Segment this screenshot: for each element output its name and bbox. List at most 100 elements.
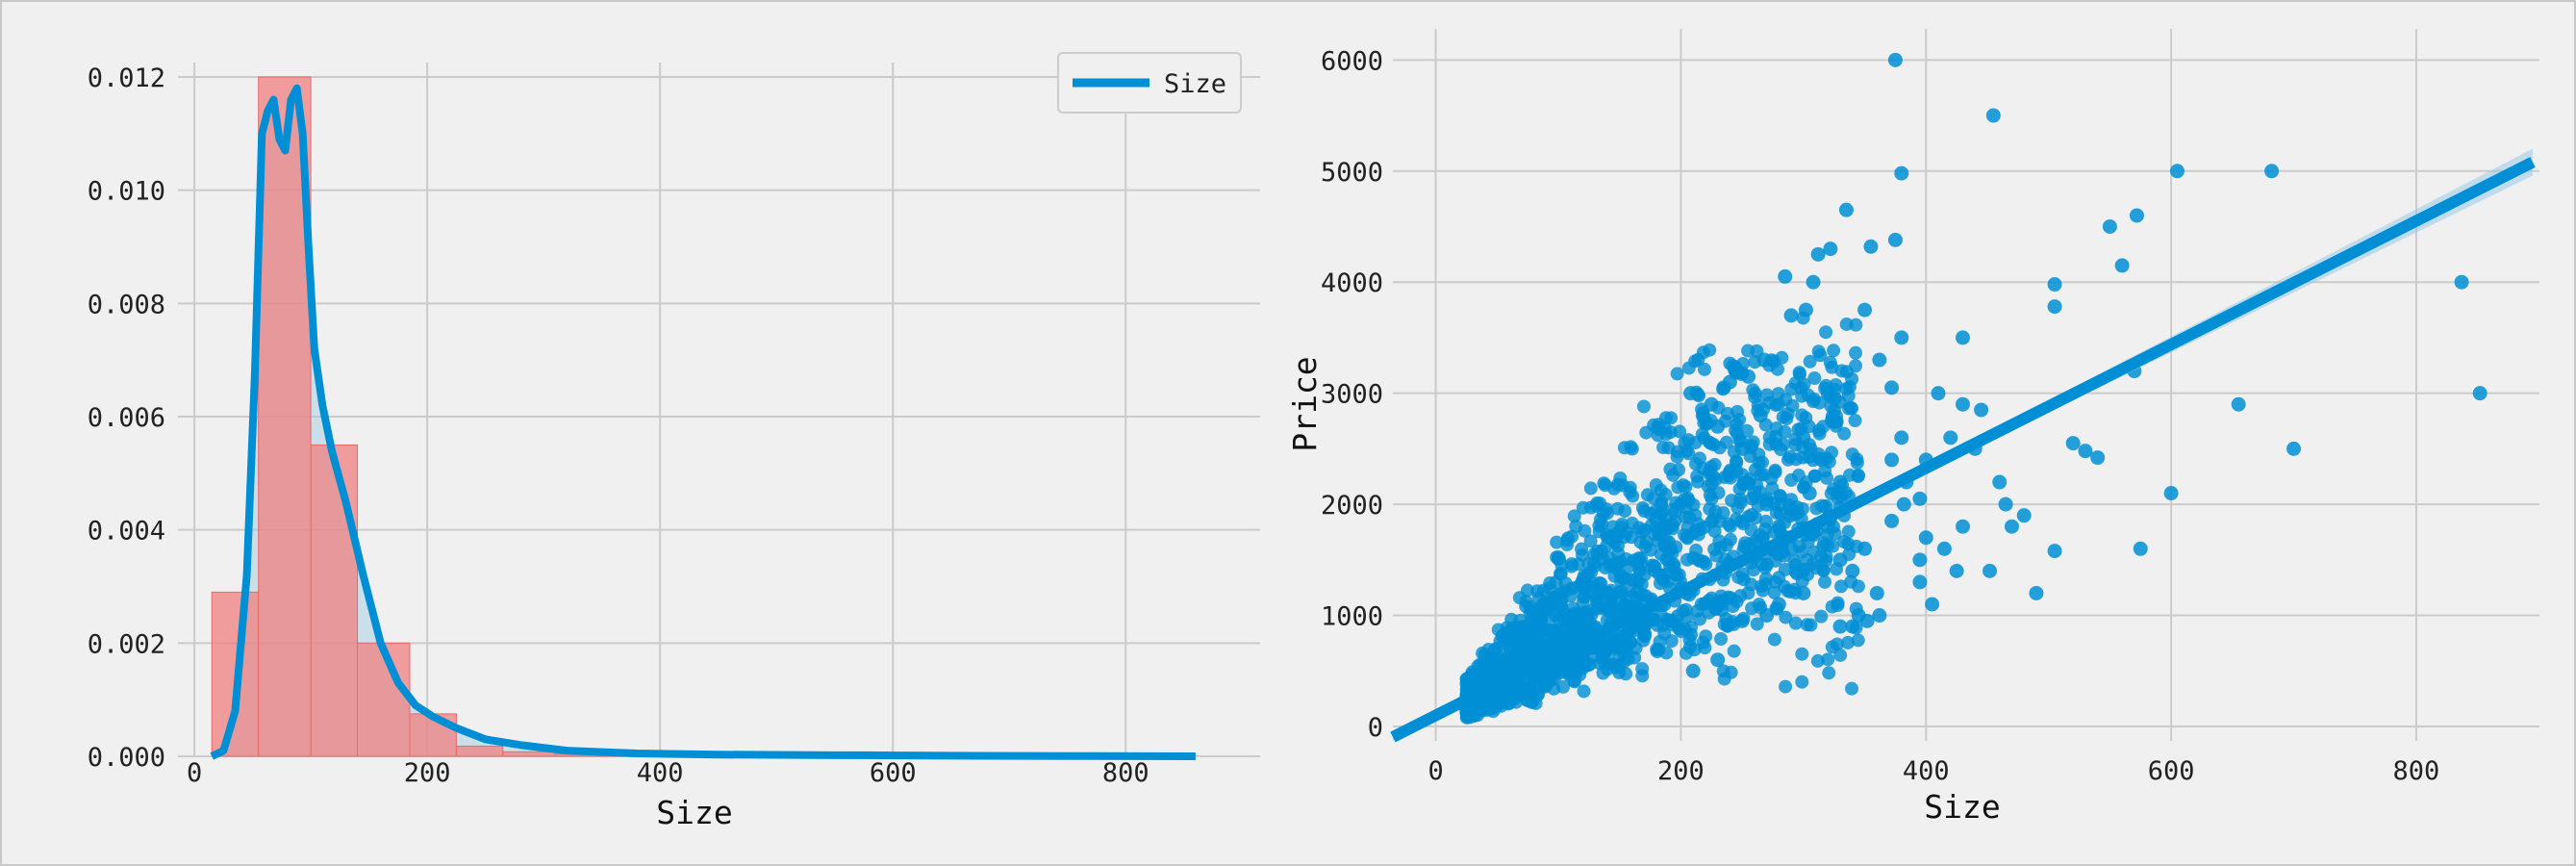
scatter-point: [1771, 519, 1786, 534]
scatter-point: [2169, 164, 2185, 179]
scatter-point: [1849, 345, 1863, 360]
scatter-point: [1759, 497, 1775, 512]
scatter-point: [1636, 399, 1651, 414]
scatter-point: [1596, 666, 1610, 680]
x-tick-label: 400: [637, 758, 684, 788]
scatter-point: [1575, 542, 1589, 556]
scatter-panel: 0 200 400 600 800 0100020003000400050006000 …: [1286, 29, 2539, 826]
scatter-point: [1567, 674, 1581, 688]
scatter-point: [1773, 488, 1787, 502]
y-tick-label: 5000: [1321, 158, 1383, 188]
histogram-bar: [357, 642, 411, 757]
scatter-point: [1936, 541, 1952, 556]
scatter-point: [1841, 635, 1856, 650]
scatter-point: [1863, 239, 1879, 254]
scatter-point: [1810, 246, 1826, 262]
scatter-point: [1638, 540, 1653, 554]
scatter-points: [1683, 52, 2488, 678]
scatter-point: [1711, 599, 1726, 613]
scatter-point: [1956, 330, 1970, 345]
scatter-x-tick-labels: 0 200 400 600 800: [1427, 756, 2439, 786]
x-tick-label: 0: [187, 758, 202, 788]
scatter-point: [1536, 583, 1551, 598]
scatter-point: [1814, 609, 1829, 624]
scatter-point: [1779, 610, 1793, 624]
scatter-point: [1992, 474, 2008, 490]
scatter-point: [1577, 684, 1591, 699]
scatter-point: [1819, 325, 1833, 340]
scatter-point: [1755, 583, 1770, 598]
scatter-point: [1688, 354, 1703, 369]
scatter-point: [1845, 563, 1860, 578]
scatter-point: [1734, 613, 1750, 628]
scatter-point: [1767, 585, 1781, 599]
scatter-point: [1787, 554, 1802, 569]
scatter-point: [1513, 649, 1528, 663]
scatter-point: [1794, 381, 1808, 395]
scatter-point: [2472, 386, 2488, 401]
scatter-point: [1729, 463, 1744, 478]
y-tick-label: 0.002: [88, 629, 165, 659]
y-tick-label: 4000: [1321, 268, 1383, 298]
scatter-point: [1691, 517, 1705, 531]
scatter-point: [1680, 520, 1695, 534]
scatter-point: [2133, 541, 2148, 556]
x-tick-label: 0: [1427, 756, 1443, 786]
scatter-point: [1550, 535, 1564, 549]
scatter-point: [1925, 597, 1940, 612]
scatter-point: [2004, 519, 2019, 534]
y-tick-label: 0.012: [88, 64, 165, 93]
scatter-point: [1623, 583, 1637, 598]
scatter-point: [1571, 557, 1585, 572]
scatter-point: [1778, 268, 1793, 284]
scatter-point: [1845, 681, 1859, 696]
scatter-point: [1838, 202, 1854, 217]
scatter-point: [1744, 508, 1758, 522]
scatter-point: [1735, 567, 1750, 581]
scatter-point: [1803, 354, 1817, 369]
scatter-point: [1652, 643, 1666, 657]
scatter-point: [1695, 427, 1709, 442]
scatter-point: [1771, 387, 1785, 401]
scatter-point: [1517, 633, 1531, 648]
scatter-point: [1822, 666, 1836, 680]
histogram-panel: 0 200 400 600 800 0.0000.0020.0040.0060.0080…: [88, 52, 1260, 831]
scatter-point: [1647, 418, 1661, 432]
scatter-point: [1912, 491, 1928, 506]
scatter-point: [1838, 485, 1853, 499]
scatter-point: [1727, 644, 1741, 658]
scatter-point: [1655, 571, 1670, 585]
scatter-point: [1583, 481, 1598, 496]
scatter-point: [1635, 500, 1650, 515]
scatter-point: [1845, 619, 1860, 634]
scatter-point: [1776, 410, 1790, 424]
scatter-point: [2090, 450, 2106, 466]
y-tick-label: 6000: [1321, 46, 1383, 76]
scatter-point: [1697, 554, 1711, 569]
scatter-point: [2047, 277, 2062, 293]
y-tick-label: 0: [1368, 713, 1383, 743]
scatter-point: [1983, 563, 1998, 578]
scatter-point: [1798, 302, 1813, 318]
scatter-point: [1523, 690, 1537, 704]
y-tick-label: 3000: [1321, 380, 1383, 410]
regression-fit-line: [1390, 157, 2536, 743]
scatter-point: [1832, 619, 1848, 634]
scatter-point: [1663, 614, 1678, 628]
scatter-point: [1656, 538, 1671, 552]
scatter-point: [1949, 563, 1964, 578]
scatter-point: [1807, 370, 1822, 385]
scatter-point: [1691, 474, 1705, 489]
scatter-point: [1670, 367, 1684, 381]
histogram-bar: [455, 745, 504, 757]
y-tick-label: 0.006: [88, 403, 165, 433]
scatter-point: [1605, 599, 1620, 614]
scatter-point: [1848, 414, 1862, 428]
scatter-point: [1741, 369, 1756, 384]
scatter-point: [1943, 430, 1958, 446]
scatter-point: [1695, 408, 1710, 423]
scatter-point: [1783, 502, 1799, 518]
scatter-point: [1575, 574, 1589, 589]
y-tick-label: 0.008: [88, 290, 165, 319]
scatter-point: [1524, 602, 1538, 617]
